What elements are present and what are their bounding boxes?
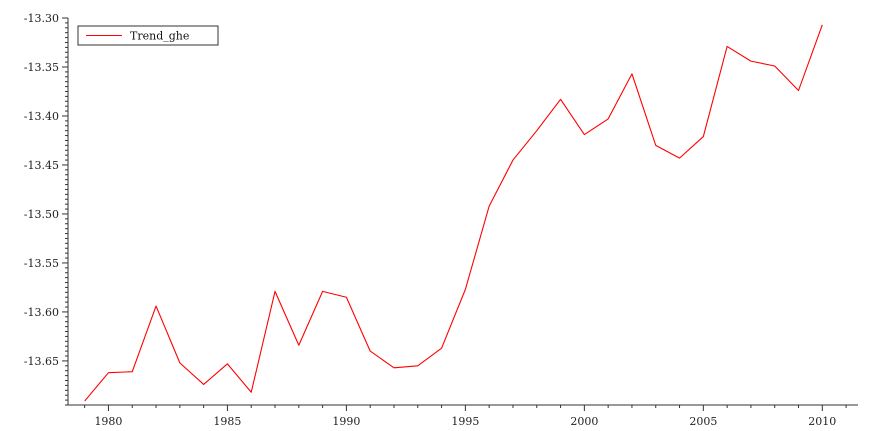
y-tick-label: -13.60 <box>24 306 59 319</box>
x-axis: 1980 1985 1990 1995 2000 2005 2010 <box>84 405 847 428</box>
y-tick-label: -13.65 <box>24 355 59 368</box>
series-line-trend-ghe <box>84 24 823 402</box>
y-tick-label: -13.50 <box>24 208 59 221</box>
x-tick-label: 1995 <box>451 415 479 428</box>
y-axis: -13.30 -13.35 -13.40 -13.45 -13.50 -13.55 -13.… <box>24 12 68 406</box>
x-tick-label: 2000 <box>570 415 598 428</box>
x-tick-label: 2010 <box>808 415 836 428</box>
series-layer <box>84 24 823 402</box>
y-tick-label: -13.40 <box>24 110 59 123</box>
y-tick-label: -13.35 <box>24 61 59 74</box>
y-tick-label: -13.45 <box>24 159 59 172</box>
axes <box>67 18 858 406</box>
legend: Trend_ghe <box>77 25 219 46</box>
legend-label-trend-ghe: Trend_ghe <box>130 30 189 43</box>
y-tick-label: -13.55 <box>24 257 59 270</box>
x-tick-label: 1990 <box>332 415 360 428</box>
x-tick-label: 1980 <box>94 415 122 428</box>
x-tick-label: 1985 <box>213 415 241 428</box>
legend-box <box>77 25 219 46</box>
y-tick-label: -13.30 <box>24 12 59 25</box>
x-tick-label: 2005 <box>689 415 717 428</box>
